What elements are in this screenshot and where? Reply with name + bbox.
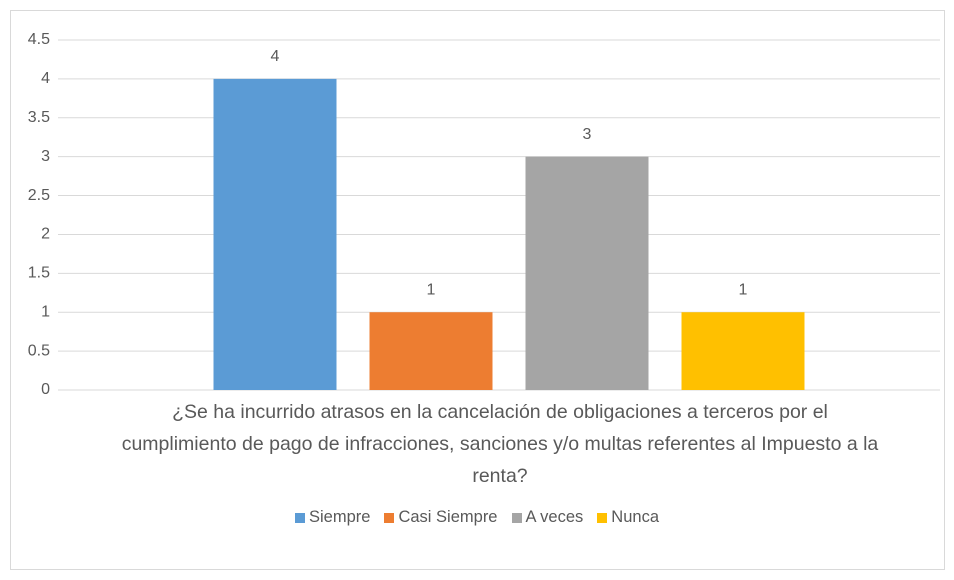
legend-swatch: [384, 512, 395, 523]
y-tick-label: 0.5: [28, 342, 50, 359]
y-tick-label: 4.5: [28, 31, 50, 48]
legend-item: A veces: [511, 508, 584, 527]
legend: Siempre Casi Siempre A veces Nunca: [0, 508, 954, 527]
y-tick-label: 1.5: [28, 265, 50, 282]
bar: [525, 156, 649, 390]
data-label: 3: [583, 126, 592, 143]
y-tick-label: 0: [41, 381, 50, 398]
y-tick-label: 1: [41, 303, 50, 320]
legend-label: Casi Siempre: [398, 508, 498, 526]
category-label: ¿Se ha incurrido atrasos en la cancelaci…: [121, 401, 879, 487]
chart-border: [10, 10, 945, 570]
bar: [681, 312, 805, 390]
legend-swatch: [511, 512, 522, 523]
y-tick-label: 3: [41, 148, 50, 165]
legend-label: Nunca: [611, 508, 659, 526]
data-label: 1: [427, 281, 436, 298]
bar: [369, 312, 493, 390]
legend-swatch: [597, 512, 608, 523]
legend-swatch: [295, 512, 305, 523]
data-label: 4: [271, 48, 280, 65]
y-tick-label: 3.5: [28, 109, 50, 126]
legend-item: Siempre: [295, 508, 370, 527]
data-label: 1: [739, 281, 748, 298]
y-tick-label: 2.5: [28, 187, 50, 204]
y-tick-label: 4: [41, 70, 50, 87]
y-tick-label: 2: [41, 226, 50, 243]
bar: [213, 78, 337, 390]
legend-label: A veces: [525, 508, 584, 526]
legend-label: Siempre: [309, 508, 371, 526]
legend-item: Casi Siempre: [384, 508, 498, 527]
legend-item: Nunca: [597, 508, 659, 527]
